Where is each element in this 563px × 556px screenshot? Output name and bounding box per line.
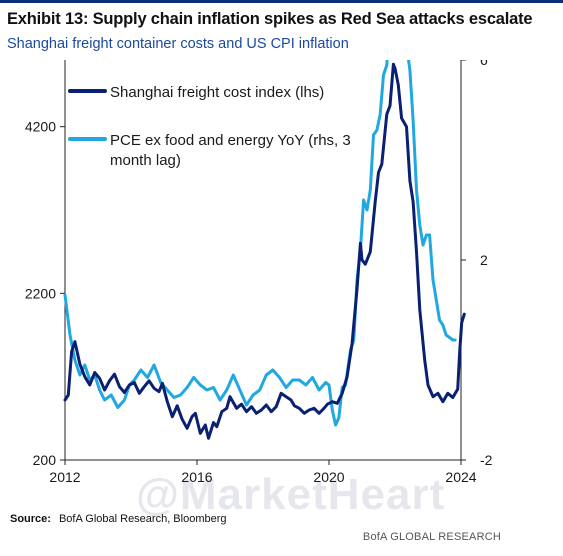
y-right-tick-label: -2	[480, 452, 493, 468]
source-label: Source:	[10, 513, 51, 525]
source-text: BofA Global Research, Bloomberg	[58, 513, 227, 525]
chart-subtitle: Shanghai freight container costs and US …	[7, 36, 349, 52]
y-left-tick-label: 2200	[25, 285, 56, 301]
y-left-tick-label: 200	[33, 452, 57, 468]
credit-text: BofA GLOBAL RESEARCH	[362, 531, 501, 543]
y-left-tick-label: 4200	[25, 119, 56, 135]
watermark-text: @MarketHeart	[136, 470, 446, 519]
x-tick-label: 2012	[49, 469, 80, 485]
series-line-pce	[63, 60, 457, 427]
accent-bar	[0, 0, 563, 3]
y-right-tick-label: 6	[480, 60, 488, 68]
source-note: Source: BofA Global Research, Bloomberg	[10, 513, 227, 525]
legend-label-pce: PCE ex food and energy YoY (rhs, 3 month…	[110, 132, 355, 169]
x-tick-label: 2024	[445, 469, 476, 485]
legend-label-freight: Shanghai freight cost index (lhs)	[110, 84, 324, 101]
series-line-freight	[63, 62, 466, 440]
chart-svg: 2012 2016 2020 2024 200 2200 4200 -2 2 6 Shanghai…	[25, 60, 493, 485]
chart-title: Exhibit 13: Supply chain inflation spike…	[7, 10, 533, 28]
y-right-tick-label: 2	[480, 252, 488, 268]
x-tick-label: 2016	[181, 469, 212, 485]
x-tick-label: 2020	[313, 469, 344, 485]
